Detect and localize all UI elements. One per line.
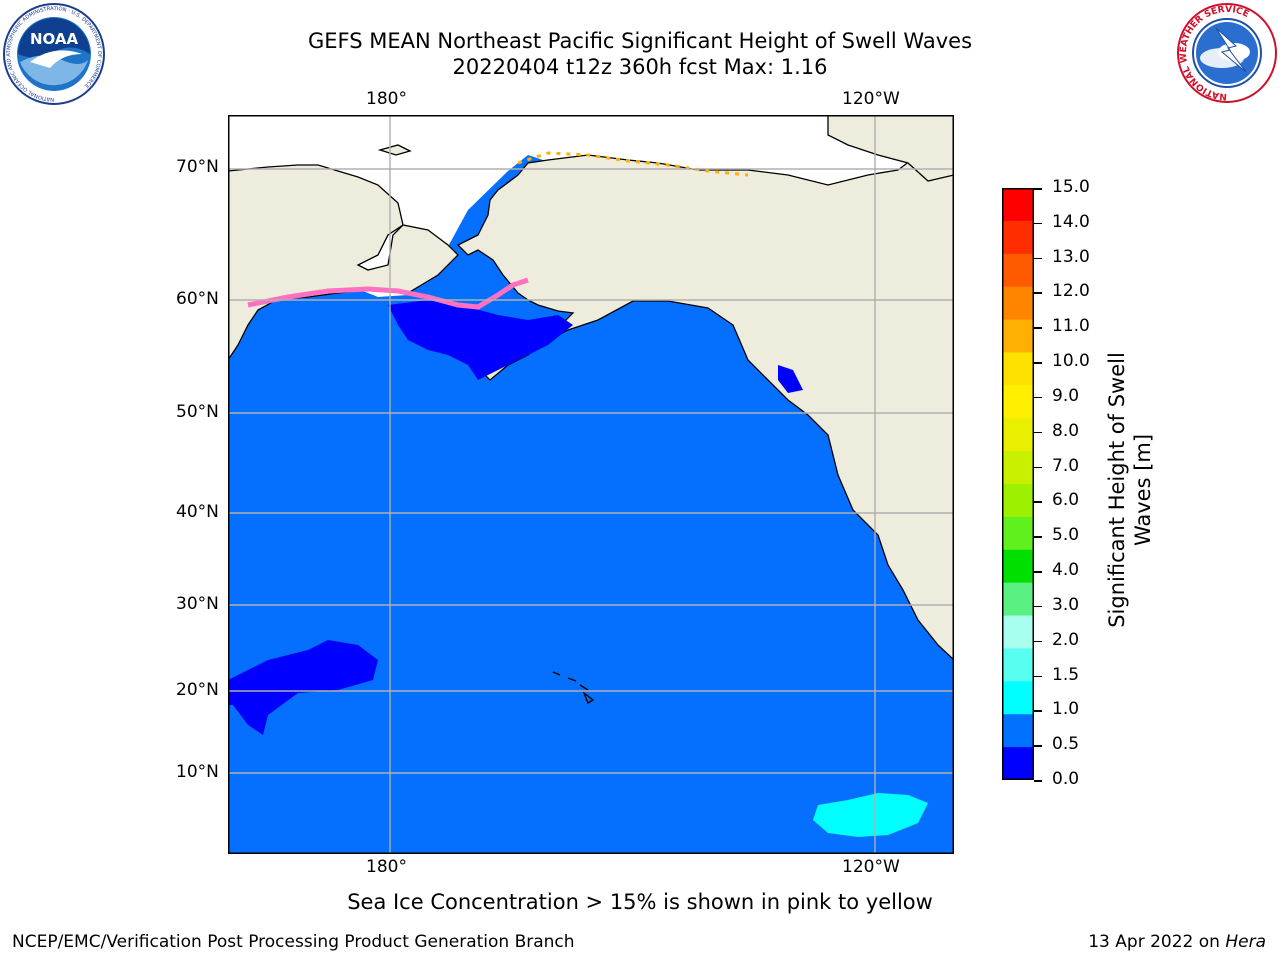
colorbar-segment — [1002, 286, 1034, 321]
colorbar-segment — [1002, 582, 1034, 617]
colorbar-tick — [1034, 431, 1042, 434]
colorbar-segment — [1002, 484, 1034, 518]
lon-label-bottom-120w: 120°W — [842, 857, 900, 877]
colorbar-tick-label: 11.0 — [1052, 316, 1090, 337]
colorbar-segment — [1002, 385, 1034, 419]
colorbar-tick-label: 0.0 — [1052, 769, 1080, 789]
colorbar-tick-label: 9.0 — [1052, 385, 1080, 406]
footer-credit: NCEP/EMC/Verification Post Processing Pr… — [12, 932, 575, 952]
lat-label-50n: 50°N — [176, 402, 219, 422]
lat-label-60n: 60°N — [176, 289, 219, 309]
colorbar-tick — [1034, 675, 1042, 678]
colorbar-tick-label: 14.0 — [1052, 211, 1090, 232]
colorbar-tick — [1034, 396, 1042, 399]
colorbar-segment — [1002, 549, 1034, 584]
lat-label-30n: 30°N — [176, 594, 219, 614]
swell-1-1.5m-patch — [813, 793, 928, 837]
colorbar-segment — [1002, 220, 1034, 255]
colorbar-tick-label: 1.5 — [1052, 664, 1080, 685]
hawaii-islands — [552, 671, 595, 705]
footer-date-text: 13 Apr 2022 on — [1088, 932, 1226, 952]
colorbar-title: Significant Height of Swell Waves [m] — [1105, 352, 1155, 628]
lat-label-40n: 40°N — [176, 502, 219, 522]
lat-label-10n: 10°N — [176, 762, 219, 782]
colorbar-title-line1: Significant Height of Swell — [1105, 352, 1129, 628]
colorbar — [1002, 188, 1034, 780]
colorbar-tick — [1034, 571, 1042, 573]
colorbar-tick — [1034, 710, 1042, 712]
nws-logo: NATIONAL WEATHER SERVICE — [1177, 3, 1277, 103]
colorbar-tick — [1034, 780, 1042, 782]
colorbar-tick — [1034, 605, 1042, 608]
colorbar-tick-label: 4.0 — [1052, 560, 1080, 581]
noaa-logo-text: NOAA — [30, 30, 79, 48]
colorbar-title-line2: Waves [m] — [1131, 434, 1155, 546]
noaa-logo: NOAA NATIONAL OCEANIC AND ATMOSPHERIC AD… — [3, 3, 105, 105]
sea-ice-note: Sea Ice Concentration > 15% is shown in … — [347, 890, 933, 914]
lon-label-top-120w: 120°W — [842, 89, 900, 109]
colorbar-tick — [1034, 745, 1042, 747]
colorbar-segment — [1002, 516, 1034, 551]
colorbar-tick — [1034, 292, 1042, 294]
colorbar-segment — [1002, 352, 1034, 386]
colorbar-tick-label: 6.0 — [1052, 490, 1080, 511]
colorbar-tick-label: 1.0 — [1052, 699, 1080, 720]
footer-date: 13 Apr 2022 on Hera — [1088, 932, 1266, 952]
colorbar-segment — [1002, 319, 1034, 353]
low-swell-aleutians — [388, 300, 573, 380]
chart-subtitle: 20220404 t12z 360h fcst Max: 1.16 — [452, 55, 828, 79]
colorbar-segment — [1002, 615, 1034, 649]
lon-label-bottom-180: 180° — [366, 857, 407, 877]
colorbar-tick — [1034, 188, 1042, 190]
colorbar-segment — [1002, 648, 1034, 682]
colorbar-segment — [1002, 714, 1034, 748]
colorbar-segment — [1002, 253, 1034, 288]
colorbar-segment — [1002, 188, 1034, 222]
colorbar-segment — [1002, 451, 1034, 485]
colorbar-tick — [1034, 362, 1042, 364]
colorbar-segment — [1002, 418, 1034, 452]
colorbar-tick-label: 0.5 — [1052, 734, 1080, 755]
lat-label-70n: 70°N — [176, 157, 219, 177]
colorbar-tick-label: 8.0 — [1052, 420, 1080, 441]
low-swell-bc-coast — [778, 365, 803, 393]
colorbar-tick — [1034, 222, 1042, 225]
colorbar-tick-label: 15.0 — [1052, 177, 1090, 197]
map-panel — [228, 115, 954, 854]
colorbar-segment — [1002, 747, 1034, 780]
colorbar-tick-label: 12.0 — [1052, 281, 1090, 302]
sea-ice-rim-north — [517, 151, 749, 177]
colorbar-tick — [1034, 640, 1042, 643]
land-alaska-canada — [456, 126, 954, 661]
colorbar-tick-label: 10.0 — [1052, 351, 1090, 372]
lon-label-top-180: 180° — [366, 89, 407, 109]
sea-ice-rim — [247, 277, 529, 310]
land-arctic-islands — [827, 115, 954, 182]
graticule — [228, 115, 954, 854]
colorbar-tick-label: 13.0 — [1052, 246, 1090, 267]
chart-title: GEFS MEAN Northeast Pacific Significant … — [307, 29, 973, 53]
lat-label-20n: 20°N — [176, 680, 219, 700]
colorbar-tick — [1034, 257, 1042, 260]
colorbar-tick-label: 2.0 — [1052, 629, 1080, 650]
colorbar-segment — [1002, 681, 1034, 715]
colorbar-tick-label: 3.0 — [1052, 594, 1080, 615]
footer-host: Hera — [1225, 932, 1266, 952]
colorbar-tick — [1034, 536, 1042, 538]
colorbar-tick-label: 5.0 — [1052, 525, 1080, 546]
colorbar-tick — [1034, 501, 1042, 503]
low-swell-subtropical — [228, 640, 378, 735]
colorbar-tick — [1034, 466, 1042, 469]
colorbar-tick — [1034, 327, 1042, 329]
colorbar-tick-label: 7.0 — [1052, 455, 1080, 476]
